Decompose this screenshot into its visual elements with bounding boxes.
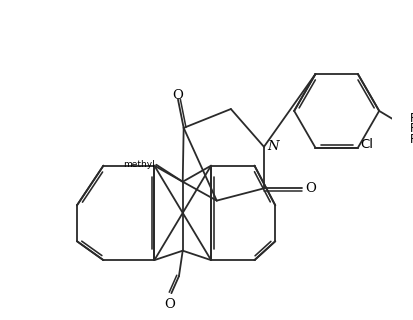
Text: O: O [305, 182, 316, 195]
Text: methyl: methyl [122, 160, 154, 169]
Text: F: F [409, 122, 413, 135]
Text: N: N [266, 140, 278, 153]
Text: F: F [409, 112, 413, 125]
Text: Cl: Cl [359, 139, 372, 151]
Text: O: O [164, 298, 175, 311]
Text: F: F [409, 133, 413, 146]
Text: O: O [172, 89, 183, 102]
